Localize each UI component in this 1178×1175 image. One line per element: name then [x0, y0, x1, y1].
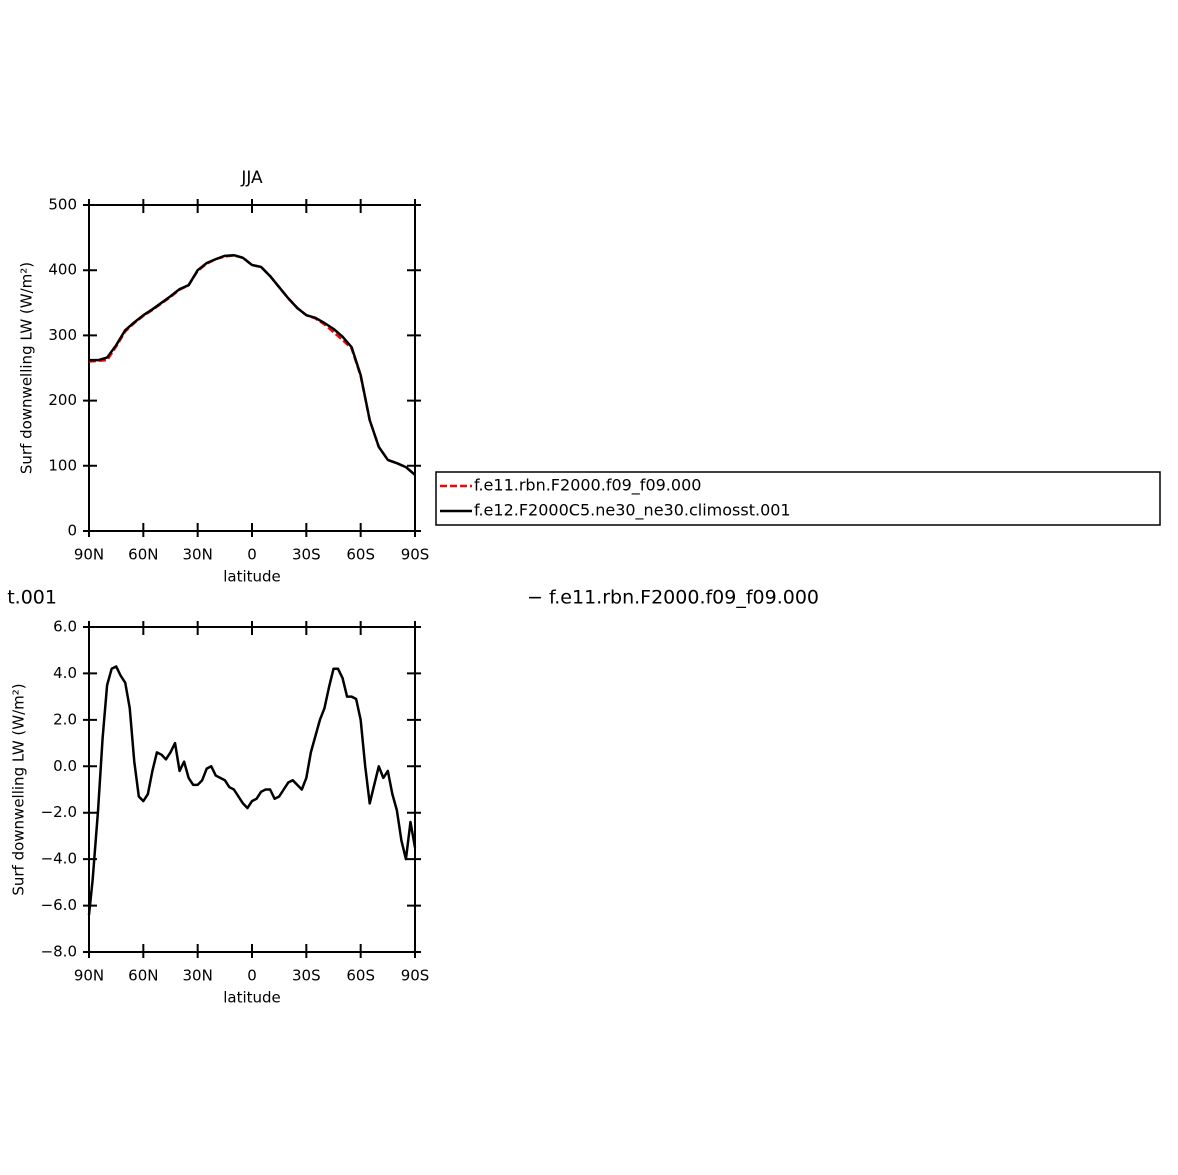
- y-tick-label: 0.0: [53, 757, 77, 775]
- x-tick-label: 30S: [292, 967, 321, 985]
- x-tick-label: 60S: [346, 546, 375, 564]
- x-tick-label: 30N: [183, 967, 213, 985]
- y-axis-label: Surf downwelling LW (W/m²): [18, 262, 36, 474]
- chart-title-right: − f.e11.rbn.F2000.f09_f09.000: [527, 587, 819, 609]
- y-tick-label: −2.0: [41, 803, 77, 821]
- x-tick-label: 0: [247, 546, 257, 564]
- legend-label: f.e12.F2000C5.ne30_ne30.climosst.001: [474, 501, 791, 521]
- y-tick-label: 400: [48, 261, 77, 279]
- y-tick-label: −4.0: [41, 850, 77, 868]
- y-tick-label: 100: [48, 456, 77, 474]
- x-tick-label: 90N: [74, 546, 104, 564]
- y-tick-label: 500: [48, 196, 77, 214]
- y-tick-label: −8.0: [41, 943, 77, 961]
- chart-title: JJA: [240, 168, 263, 188]
- plot-frame: [88, 204, 416, 532]
- x-tick-label: 60S: [346, 967, 375, 985]
- y-tick-label: 300: [48, 326, 77, 344]
- x-tick-label: 60N: [128, 967, 158, 985]
- legend-box: [435, 471, 1161, 526]
- series-line: [89, 253, 416, 476]
- x-axis-label: latitude: [223, 989, 281, 1007]
- x-tick-label: 0: [247, 967, 257, 985]
- y-axis-label: Surf downwelling LW (W/m²): [10, 683, 28, 895]
- y-tick-label: 6.0: [53, 618, 77, 636]
- x-axis-label: latitude: [223, 568, 281, 586]
- y-tick-label: 200: [48, 391, 77, 409]
- x-tick-label: 90S: [401, 546, 430, 564]
- x-tick-label: 60N: [128, 546, 158, 564]
- y-tick-label: 4.0: [53, 664, 77, 682]
- x-tick-label: 30S: [292, 546, 321, 564]
- legend-label: f.e11.rbn.F2000.f09_f09.000: [474, 476, 701, 496]
- y-tick-label: 0: [67, 522, 77, 540]
- y-tick-label: 2.0: [53, 710, 77, 728]
- x-tick-label: 90N: [74, 967, 104, 985]
- series-line: [88, 253, 416, 476]
- x-tick-label: 30N: [183, 546, 213, 564]
- chart-title-left: t.001: [7, 587, 57, 609]
- y-tick-label: −6.0: [41, 896, 77, 914]
- x-tick-label: 90S: [401, 967, 430, 985]
- series-line: [87, 665, 417, 915]
